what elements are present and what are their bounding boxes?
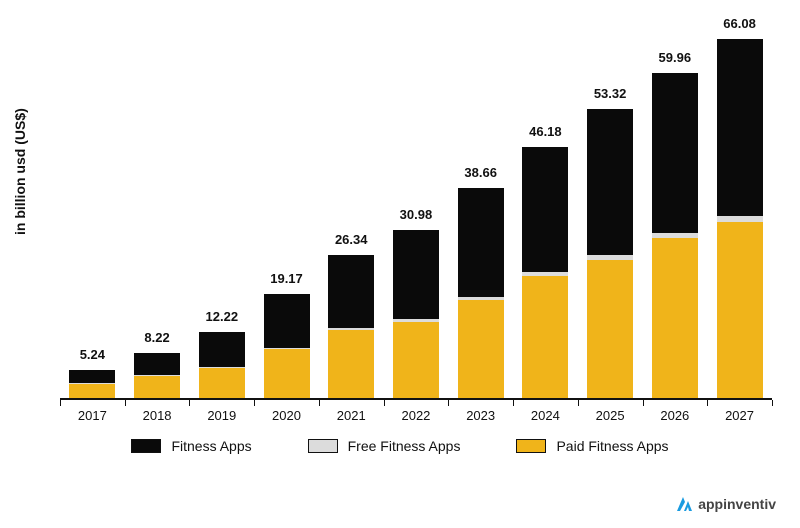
bar-column: 38.66	[453, 165, 509, 398]
bar-value-label: 19.17	[270, 271, 303, 286]
bar-value-label: 46.18	[529, 124, 562, 139]
legend: Fitness Apps Free Fitness Apps Paid Fitnes…	[0, 438, 800, 454]
bar-segment	[328, 255, 374, 328]
x-axis-tick-label: 2025	[582, 402, 638, 423]
bar-stack	[522, 147, 568, 398]
bar-stack	[328, 255, 374, 398]
bar-segment	[134, 353, 180, 375]
bar-segment	[717, 222, 763, 398]
bar-segment	[199, 332, 245, 367]
brand-text: appinventiv	[698, 496, 776, 512]
bar-stack	[652, 73, 698, 398]
legend-swatch	[308, 439, 338, 453]
bar-segment	[458, 300, 504, 398]
bar-segment	[328, 330, 374, 398]
bar-column: 26.34	[323, 232, 379, 398]
bar-segment	[134, 376, 180, 398]
bar-column: 30.98	[388, 207, 444, 398]
bar-segment	[69, 384, 115, 398]
legend-label: Fitness Apps	[171, 438, 251, 454]
bar-segment	[587, 109, 633, 256]
bar-segment	[652, 238, 698, 398]
bar-value-label: 38.66	[464, 165, 497, 180]
bar-stack	[199, 332, 245, 398]
bar-segment	[652, 73, 698, 233]
bar-value-label: 5.24	[80, 347, 105, 362]
bar-stack	[134, 353, 180, 398]
bar-column: 66.08	[712, 16, 768, 398]
bar-value-label: 26.34	[335, 232, 368, 247]
bar-segment	[393, 322, 439, 398]
brand-logo: appinventiv	[674, 494, 776, 514]
bar-segment	[522, 147, 568, 272]
x-axis-labels: 2017 2018 2019 2020 2021 2022 2023 2024 2025 2026…	[60, 402, 772, 423]
x-axis-tick-label: 2017	[64, 402, 120, 423]
bar-segment	[199, 368, 245, 398]
brand-icon	[674, 494, 694, 514]
x-axis-tick-label: 2022	[388, 402, 444, 423]
legend-swatch	[516, 439, 546, 453]
bar-value-label: 59.96	[659, 50, 692, 65]
bar-segment	[717, 39, 763, 215]
x-axis-tick-label: 2021	[323, 402, 379, 423]
bar-value-label: 12.22	[206, 309, 239, 324]
x-axis-tick-label: 2026	[647, 402, 703, 423]
bar-stack	[458, 188, 504, 398]
bar-column: 53.32	[582, 86, 638, 398]
bar-stack	[393, 230, 439, 398]
bar-segment	[458, 188, 504, 297]
bar-value-label: 8.22	[144, 330, 169, 345]
legend-item: Fitness Apps	[131, 438, 251, 454]
bar-column: 19.17	[259, 271, 315, 398]
legend-item: Free Fitness Apps	[308, 438, 461, 454]
bar-column: 8.22	[129, 330, 185, 398]
y-axis-label: in billion usd (US$)	[12, 108, 28, 235]
bar-segment	[69, 370, 115, 384]
bar-value-label: 30.98	[400, 207, 433, 222]
legend-label: Free Fitness Apps	[348, 438, 461, 454]
bar-segment	[393, 230, 439, 320]
x-axis-tick-label: 2023	[453, 402, 509, 423]
bar-column: 5.24	[64, 347, 120, 398]
bar-segment	[264, 349, 310, 398]
legend-swatch	[131, 439, 161, 453]
bar-value-label: 53.32	[594, 86, 627, 101]
bar-stack	[69, 370, 115, 398]
x-axis-tick-label: 2018	[129, 402, 185, 423]
bar-stack	[717, 39, 763, 398]
plot-area: 5.24 8.22 12.22 19.17 26.34 30.98 38.66 46.18 53…	[60, 20, 772, 400]
bar-value-label: 66.08	[723, 16, 756, 31]
bar-column: 46.18	[517, 124, 573, 398]
bar-column: 59.96	[647, 50, 703, 398]
bar-stack	[264, 294, 310, 398]
bar-segment	[522, 276, 568, 398]
legend-label: Paid Fitness Apps	[556, 438, 668, 454]
bar-column: 12.22	[194, 309, 250, 398]
x-axis-tick	[772, 400, 773, 406]
bar-segment	[264, 294, 310, 348]
legend-item: Paid Fitness Apps	[516, 438, 668, 454]
bar-segment	[587, 260, 633, 398]
x-axis-tick-label: 2024	[517, 402, 573, 423]
x-axis-tick-label: 2019	[194, 402, 250, 423]
bar-stack	[587, 109, 633, 398]
x-axis-tick-label: 2020	[259, 402, 315, 423]
x-axis-tick-label: 2027	[712, 402, 768, 423]
